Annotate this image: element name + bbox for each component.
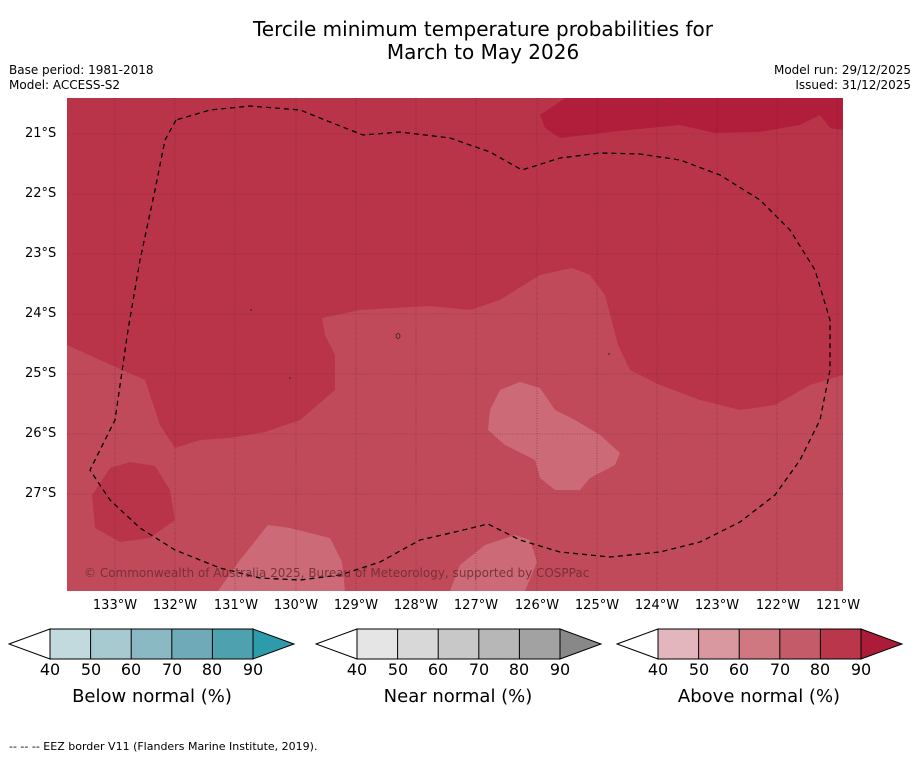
cbar-swatch	[397, 629, 439, 659]
lon-label: 123°W	[694, 598, 740, 613]
cbar-tick: 80	[201, 660, 223, 679]
model-name: Model: ACCESS-S2	[9, 78, 121, 92]
cbar-tick: 80	[809, 660, 831, 679]
cbar-tick: 80	[508, 660, 530, 679]
lon-label: 131°W	[213, 598, 259, 613]
colorbar-above	[616, 628, 904, 660]
region-60-70-central	[488, 382, 620, 490]
cbar-extend-low	[616, 628, 659, 660]
region-60-70-south	[218, 525, 345, 591]
cbar-swatch	[90, 629, 132, 659]
lon-label: 132°W	[152, 598, 198, 613]
lat-label: 26°S	[25, 426, 57, 441]
cbar-swatch	[478, 629, 520, 659]
cbar-swatch	[519, 629, 560, 659]
title-line-2: March to May 2026	[386, 40, 580, 64]
cbar-extend-low	[8, 628, 51, 660]
cbar-swatch	[357, 629, 398, 659]
lon-label: 130°W	[273, 598, 319, 613]
cbar-tick: 70	[769, 660, 791, 679]
cbar-swatch	[739, 629, 780, 659]
cbar-swatch	[131, 629, 172, 659]
cbar-tick: 70	[468, 660, 490, 679]
cbar-tick: 50	[688, 660, 710, 679]
island	[608, 353, 610, 355]
probability-field	[67, 98, 843, 591]
lon-label: 124°W	[634, 598, 680, 613]
cbar-swatch	[779, 629, 821, 659]
graticule	[67, 98, 843, 591]
meta-right: Model run: 29/12/2025 Issued: 31/12/2025	[774, 63, 911, 93]
island	[289, 377, 291, 379]
island	[395, 333, 401, 339]
colorbar-above-title: Above normal (%)	[677, 686, 841, 707]
lon-label: 133°W	[92, 598, 138, 613]
cbar-swatch	[212, 629, 253, 659]
cbar-tick: 90	[549, 660, 571, 679]
colorbar-below	[8, 628, 296, 660]
cbar-extend-low	[315, 628, 358, 660]
lat-label: 25°S	[25, 366, 57, 381]
lon-label: 128°W	[393, 598, 439, 613]
colorbar-near	[315, 628, 603, 660]
lon-label: 122°W	[755, 598, 801, 613]
map-title: Tercile minimum temperature probabilitie…	[0, 18, 919, 64]
base-period: Base period: 1981-2018	[9, 63, 154, 77]
region-80-90-north	[67, 98, 843, 448]
cbar-tick: 50	[387, 660, 409, 679]
lon-label: 126°W	[514, 598, 560, 613]
lat-label: 21°S	[25, 126, 57, 141]
cbar-tick: 40	[39, 660, 61, 679]
lat-label: 23°S	[25, 246, 57, 261]
region-above-90	[540, 98, 843, 138]
cbar-extend-high	[560, 629, 601, 659]
eez-footnote: -- -- -- EEZ border V11 (Flanders Marine…	[9, 740, 318, 753]
lat-label: 27°S	[25, 486, 57, 501]
cbar-swatch	[50, 629, 91, 659]
colorbar-near-title: Near normal (%)	[383, 686, 533, 707]
eez-border	[89, 105, 831, 581]
meta-left: Base period: 1981-2018 Model: ACCESS-S2	[9, 63, 154, 93]
cbar-swatch	[820, 629, 861, 659]
lon-label: 121°W	[815, 598, 861, 613]
copyright-notice: © Commonwealth of Australia 2025, Bureau…	[84, 566, 590, 580]
island	[250, 309, 252, 311]
cbar-tick: 40	[647, 660, 669, 679]
cbar-extend-high	[861, 629, 902, 659]
title-line-1: Tercile minimum temperature probabilitie…	[252, 17, 714, 41]
region-60-70-south-centre	[450, 535, 537, 591]
cbar-extend-high	[253, 629, 294, 659]
cbar-tick: 40	[346, 660, 368, 679]
cbar-tick: 90	[850, 660, 872, 679]
lat-label: 22°S	[25, 186, 57, 201]
cbar-tick: 70	[161, 660, 183, 679]
cbar-tick: 90	[242, 660, 264, 679]
cbar-tick: 50	[80, 660, 102, 679]
cbar-tick: 60	[427, 660, 449, 679]
cbar-swatch	[171, 629, 213, 659]
colorbar-below-title: Below normal (%)	[72, 686, 232, 707]
cbar-swatch	[438, 629, 479, 659]
cbar-tick: 60	[728, 660, 750, 679]
cbar-swatch	[658, 629, 699, 659]
cbar-swatch	[698, 629, 740, 659]
lon-label: 127°W	[453, 598, 499, 613]
issued-date: Issued: 31/12/2025	[795, 78, 911, 92]
lat-label: 24°S	[25, 306, 57, 321]
lon-label: 129°W	[333, 598, 379, 613]
cbar-tick: 60	[120, 660, 142, 679]
model-run: Model run: 29/12/2025	[773, 63, 911, 77]
region-80-90-southwest	[92, 462, 175, 542]
lon-label: 125°W	[574, 598, 620, 613]
